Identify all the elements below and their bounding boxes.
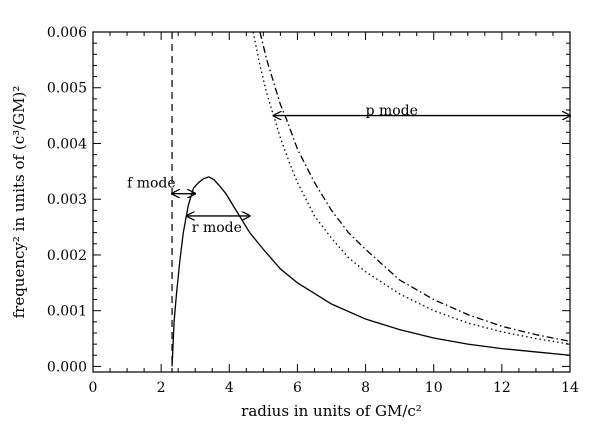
plot-frame bbox=[92, 31, 571, 373]
x-tick-label: 4 bbox=[225, 380, 234, 396]
x-axis-label: radius in units of GM/c² bbox=[241, 402, 422, 420]
x-tick-label: 2 bbox=[157, 380, 166, 396]
f-mode-label: f mode bbox=[127, 175, 176, 191]
series-line-solid bbox=[171, 176, 570, 367]
x-tick-label: 10 bbox=[425, 380, 443, 396]
tick-group: 0 2 4 6 8 10 12 14 0.000 0.001 0.002 0.003 0.004 0.00… bbox=[47, 25, 579, 396]
y-tick-label: 0.005 bbox=[47, 81, 87, 97]
y-tick-label: 0.001 bbox=[47, 304, 87, 320]
p-mode-label: p mode bbox=[366, 103, 418, 119]
r-mode-label: r mode bbox=[192, 220, 242, 236]
x-tick-label: 6 bbox=[293, 380, 302, 396]
y-tick-label: 0.004 bbox=[47, 136, 87, 152]
annotation-group: f mode r mode p mode bbox=[127, 103, 570, 236]
x-tick-label: 14 bbox=[561, 380, 579, 396]
y-tick-label: 0.006 bbox=[47, 25, 87, 41]
x-tick-label: 8 bbox=[361, 380, 370, 396]
y-axis-label: frequency² in units of (c³/GM)² bbox=[10, 86, 28, 319]
series-line-dash-dot bbox=[259, 32, 570, 342]
y-tick-label: 0.003 bbox=[47, 192, 87, 208]
y-tick-label: 0.002 bbox=[47, 248, 87, 264]
x-tick-label: 12 bbox=[493, 380, 511, 396]
x-tick-label: 0 bbox=[89, 380, 98, 396]
series-line-dotted bbox=[252, 32, 570, 345]
y-tick-label: 0.000 bbox=[47, 359, 87, 375]
series-group bbox=[171, 32, 570, 372]
